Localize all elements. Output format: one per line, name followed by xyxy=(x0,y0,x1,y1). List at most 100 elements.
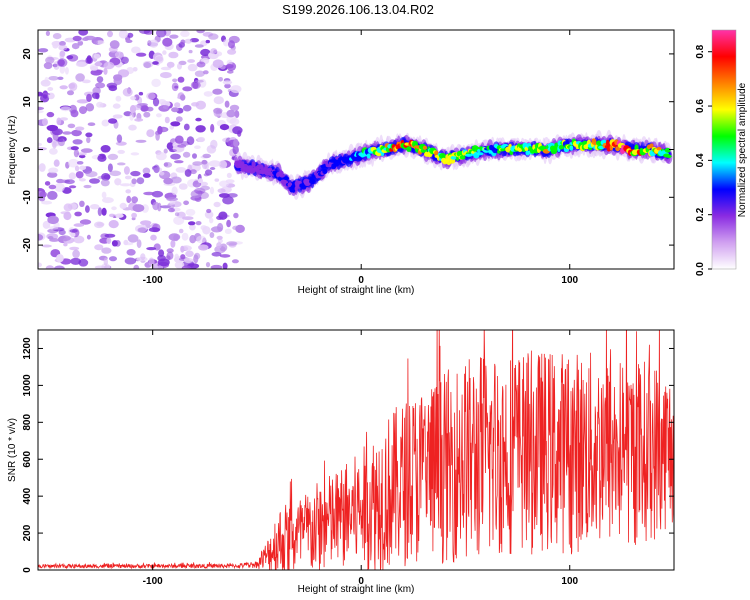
noise-blob xyxy=(203,91,213,97)
noise-blob xyxy=(96,101,104,108)
noise-blob xyxy=(152,61,159,65)
noise-blob xyxy=(180,94,186,101)
ridge-blob xyxy=(277,176,282,181)
noise-blob xyxy=(209,232,215,238)
noise-blob xyxy=(213,107,223,114)
noise-blob xyxy=(205,39,210,44)
noise-blob xyxy=(56,254,64,263)
noise-blob xyxy=(166,142,174,151)
noise-blob xyxy=(224,228,232,234)
noise-blob xyxy=(219,124,230,131)
noise-blob xyxy=(177,76,185,83)
noise-blob xyxy=(125,189,131,194)
noise-blob xyxy=(52,33,62,40)
noise-blob xyxy=(157,265,164,269)
colorbar: 0.0 0.2 0.4 0.6 0.8 Normalized spectral ampl… xyxy=(695,29,748,276)
ridge-blob xyxy=(666,154,672,158)
colorbar-ticks: 0.0 0.2 0.4 0.6 0.8 xyxy=(695,44,712,276)
noise-blob xyxy=(41,200,53,205)
noise-blob xyxy=(217,188,226,193)
noise-blob xyxy=(69,229,78,233)
noise-blob xyxy=(195,125,206,133)
colorbar-tick-label: 0.2 xyxy=(695,207,706,221)
noise-blob xyxy=(226,172,232,178)
noise-blob xyxy=(227,70,234,74)
noise-blob xyxy=(223,39,230,47)
noise-blob xyxy=(233,138,239,148)
snr-panel: -100 0 100 0 200 400 600 800 1000 1200 Height of… xyxy=(7,329,675,595)
noise-blob xyxy=(213,96,224,105)
ridge-blob xyxy=(656,147,662,151)
noise-blob xyxy=(70,232,76,238)
noise-blob xyxy=(169,200,176,205)
noise-blob xyxy=(234,110,240,118)
noise-blob xyxy=(123,166,130,175)
noise-blob xyxy=(86,93,92,102)
noise-blob xyxy=(183,200,190,206)
noise-blob xyxy=(125,39,133,43)
noise-blob xyxy=(156,30,167,38)
noise-blob xyxy=(57,76,64,81)
noise-blob xyxy=(164,116,170,124)
noise-blob xyxy=(218,160,228,169)
ridge-blob xyxy=(309,178,316,185)
noise-blob xyxy=(91,92,100,99)
noise-blob xyxy=(183,257,193,264)
ridge-blob xyxy=(596,140,602,146)
noise-blob xyxy=(127,32,134,38)
y-tick-label: 1000 xyxy=(22,374,33,397)
noise-blob xyxy=(181,265,192,269)
noise-blob xyxy=(143,62,152,69)
colorbar-gradient xyxy=(712,30,736,269)
noise-blob xyxy=(97,154,107,162)
noise-blob xyxy=(168,51,179,59)
noise-blob xyxy=(85,205,90,213)
noise-blob xyxy=(129,112,134,121)
ridge-blob xyxy=(649,143,654,148)
noise-blob xyxy=(109,170,122,177)
noise-blob xyxy=(48,167,59,174)
ridge-blob xyxy=(500,148,505,152)
noise-blob xyxy=(45,265,55,269)
colorbar-tick-label: 0.6 xyxy=(695,99,706,113)
noise-blob xyxy=(79,219,92,225)
noise-blob xyxy=(181,232,189,241)
colorbar-frame xyxy=(711,29,737,270)
noise-blob xyxy=(137,227,147,233)
noise-blob xyxy=(212,59,224,68)
noise-blob xyxy=(94,244,104,251)
noise-blob xyxy=(134,118,144,122)
ridge-blob xyxy=(406,146,412,152)
noise-blob xyxy=(68,158,79,168)
noise-blob xyxy=(178,228,184,234)
noise-blob xyxy=(108,118,118,124)
noise-blob xyxy=(143,191,155,196)
noise-blob xyxy=(160,66,172,71)
noise-blob xyxy=(225,64,234,69)
noise-blob xyxy=(191,102,200,107)
noise-blob xyxy=(224,83,231,89)
noise-blob xyxy=(222,196,234,205)
noise-blob xyxy=(218,211,228,220)
noise-blob xyxy=(182,86,193,92)
noise-blob xyxy=(107,30,113,38)
ridge-blob xyxy=(322,168,328,175)
noise-blob xyxy=(132,204,145,213)
ridge-blob xyxy=(251,161,256,168)
noise-blob xyxy=(130,170,141,177)
noise-blob xyxy=(64,179,75,185)
y-tick-label: 800 xyxy=(22,414,33,431)
noise-blob xyxy=(46,111,55,118)
noise-blob xyxy=(127,234,139,243)
noise-blob xyxy=(222,262,228,269)
noise-blob xyxy=(124,257,137,265)
noise-blob xyxy=(233,212,239,219)
y-tick-label: -20 xyxy=(22,237,33,252)
noise-blob xyxy=(197,178,203,184)
noise-blob xyxy=(213,201,221,208)
noise-blob xyxy=(111,206,117,211)
noise-blob xyxy=(103,174,111,180)
noise-blob xyxy=(108,213,116,218)
noise-blob xyxy=(120,56,129,64)
noise-blob xyxy=(42,118,48,126)
